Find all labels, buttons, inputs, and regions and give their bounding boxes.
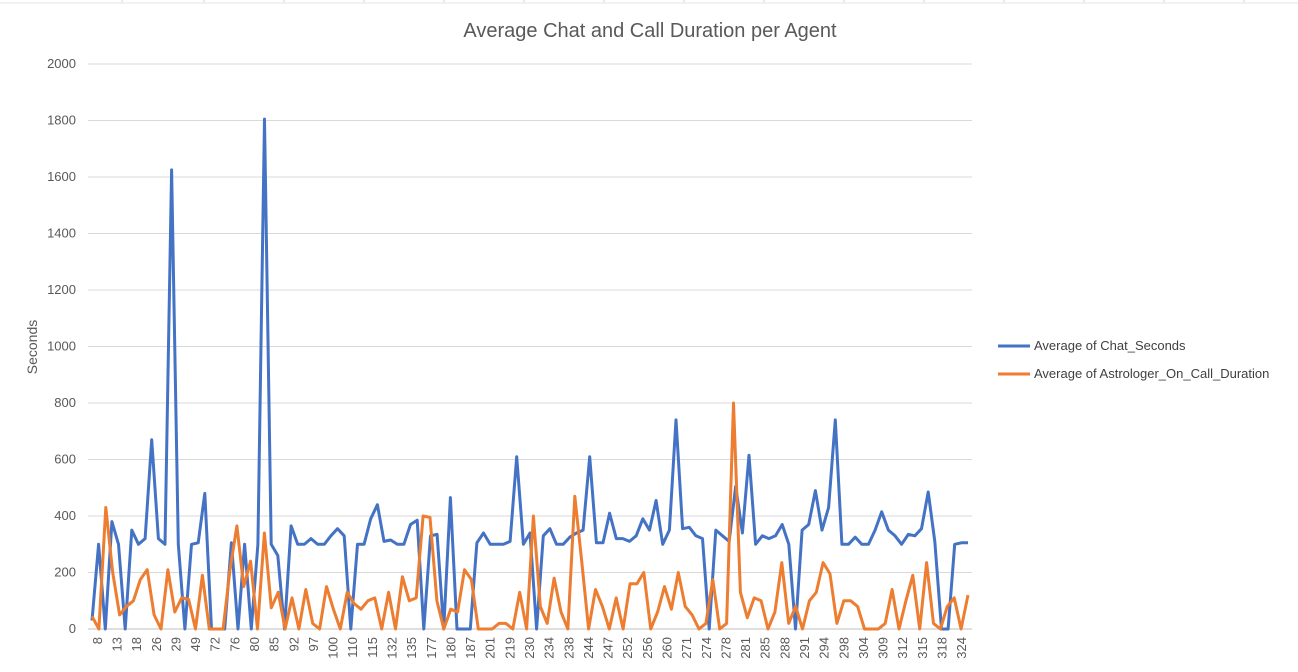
y-tick-label: 0 xyxy=(69,621,76,636)
x-tick-label: 180 xyxy=(443,637,458,659)
x-tick-label: 298 xyxy=(836,637,851,659)
x-tick-label: 115 xyxy=(365,637,380,658)
x-tick-label: 201 xyxy=(483,637,498,659)
x-tick-label: 92 xyxy=(286,637,301,651)
x-tick-label: 85 xyxy=(267,637,282,651)
x-tick-label: 219 xyxy=(502,637,517,659)
x-tick-label: 177 xyxy=(424,637,439,659)
x-tick-label: 238 xyxy=(561,637,576,659)
x-axis-tick-labels: 8 13 18 26 29 49 72 76 80 85 92 97 100 110 115 132 135 17… xyxy=(90,637,969,659)
legend-label-0[interactable]: Average of Chat_Seconds xyxy=(1034,338,1186,353)
series-lines[interactable] xyxy=(90,117,970,631)
x-tick-label: 29 xyxy=(168,637,183,651)
x-tick-label: 288 xyxy=(777,637,792,659)
x-tick-label: 304 xyxy=(856,637,871,659)
x-tick-label: 260 xyxy=(660,637,675,659)
y-tick-label: 1400 xyxy=(47,226,76,241)
x-tick-label: 76 xyxy=(227,637,242,651)
x-tick-label: 247 xyxy=(601,637,616,659)
x-tick-label: 132 xyxy=(384,637,399,659)
x-tick-label: 312 xyxy=(895,637,910,659)
series-line-1[interactable] xyxy=(90,401,970,631)
y-tick-label: 600 xyxy=(54,452,76,467)
x-tick-label: 49 xyxy=(188,637,203,651)
legend-label-1[interactable]: Average of Astrologer_On_Call_Duration xyxy=(1034,366,1269,381)
y-tick-label: 1200 xyxy=(47,282,76,297)
chart-title: Average Chat and Call Duration per Agent xyxy=(463,20,837,42)
series-line-0[interactable] xyxy=(90,117,968,631)
x-tick-label: 244 xyxy=(581,637,596,659)
x-tick-label: 230 xyxy=(522,637,537,659)
x-tick-label: 291 xyxy=(797,637,812,659)
y-tick-label: 1600 xyxy=(47,169,76,184)
x-tick-label: 315 xyxy=(915,637,930,659)
x-tick-label: 256 xyxy=(640,637,655,659)
x-tick-label: 26 xyxy=(149,637,164,651)
x-tick-label: 72 xyxy=(208,637,223,651)
x-tick-label: 252 xyxy=(620,637,635,659)
x-tick-label: 285 xyxy=(758,637,773,659)
x-tick-label: 110 xyxy=(345,637,360,658)
x-tick-label: 80 xyxy=(247,637,262,651)
x-tick-label: 274 xyxy=(699,637,714,659)
sheet-gridlines xyxy=(0,0,1298,4)
x-tick-label: 100 xyxy=(326,637,341,659)
y-tick-label: 1800 xyxy=(47,113,76,128)
y-tick-label: 200 xyxy=(54,565,76,580)
x-tick-label: 281 xyxy=(738,637,753,659)
x-tick-label: 13 xyxy=(109,637,124,651)
y-axis-tick-labels: 0 200 400 600 800 1000 1200 1400 1600 1800 2000 xyxy=(47,56,76,636)
x-tick-label: 234 xyxy=(542,637,557,659)
x-tick-label: 8 xyxy=(90,637,105,644)
x-tick-label: 187 xyxy=(463,637,478,659)
x-tick-label: 324 xyxy=(954,637,969,659)
y-tick-label: 400 xyxy=(54,508,76,523)
x-tick-label: 294 xyxy=(817,637,832,659)
y-tick-label: 1000 xyxy=(47,339,76,354)
y-axis-title: Seconds xyxy=(24,320,40,374)
x-tick-label: 318 xyxy=(935,637,950,659)
x-tick-label: 271 xyxy=(679,637,694,659)
x-tick-label: 135 xyxy=(404,637,419,659)
x-tick-label: 278 xyxy=(718,637,733,659)
x-tick-label: 97 xyxy=(306,637,321,651)
y-tick-label: 800 xyxy=(54,395,76,410)
x-tick-label: 309 xyxy=(876,637,891,659)
x-tick-label: 18 xyxy=(129,637,144,651)
legend[interactable]: Average of Chat_Seconds Average of Astrol… xyxy=(998,338,1269,381)
y-tick-label: 2000 xyxy=(47,56,76,71)
